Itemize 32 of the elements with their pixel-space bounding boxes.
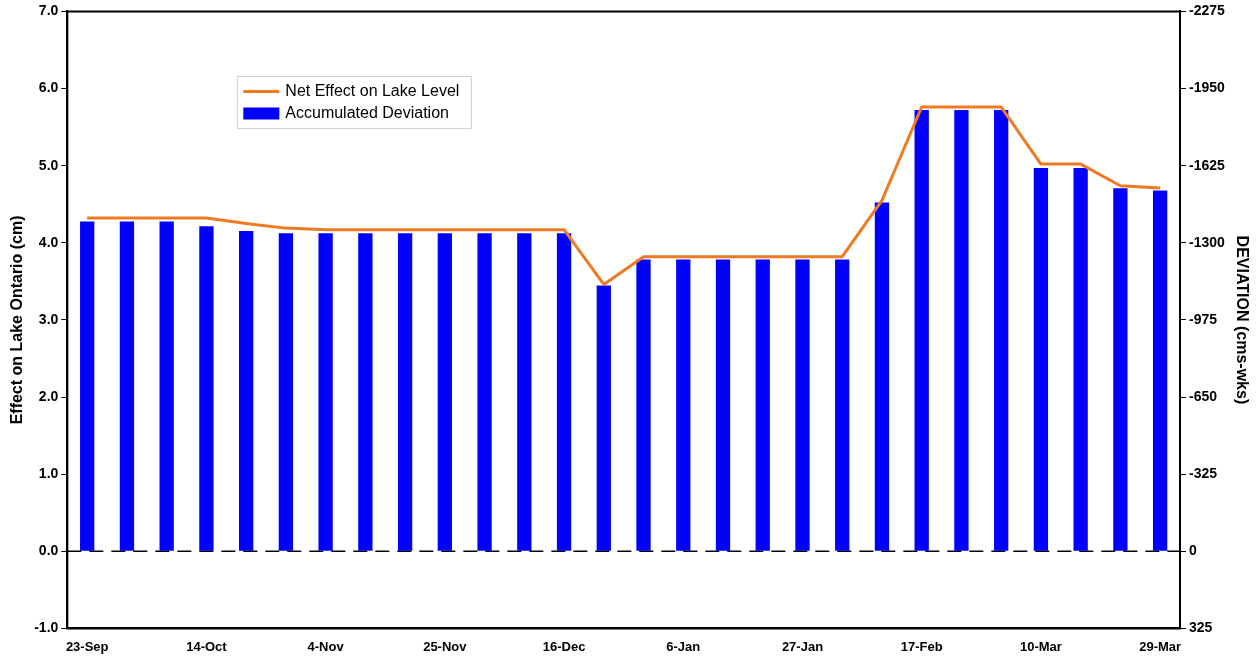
y-tick-label: 5.0 [38, 156, 59, 173]
x-tick-label: 14-Oct [186, 638, 228, 654]
y-tick-label: 7.0 [38, 2, 59, 19]
x-tick-label: 4-Nov [307, 638, 345, 654]
y-axis-title: Effect on Lake Ontario (cm) [8, 215, 26, 425]
x-tick-label: 27-Jan [781, 638, 824, 654]
x-tick-label: 25-Nov [423, 638, 468, 654]
y-tick-label: 0.0 [38, 542, 59, 559]
y-tick-label: 3.0 [38, 310, 59, 327]
y2-tick-label: -975 [1188, 310, 1218, 327]
y-tick-label: 6.0 [38, 79, 59, 96]
x-tick-label: 16-Dec [542, 638, 586, 654]
y2-tick-label: -1950 [1188, 79, 1226, 96]
y-tick-label: 4.0 [38, 233, 59, 250]
x-tick-label: 29-Mar [1139, 638, 1182, 654]
y-tick-label: 2.0 [38, 387, 59, 404]
y2-tick-label: 325 [1188, 619, 1213, 636]
x-tick-label: 23-Sep [65, 638, 109, 654]
y2-tick-label: 0 [1188, 542, 1197, 559]
y2-axis-title: DEVIATION (cms-wks) [1233, 235, 1251, 405]
y2-tick-label: -1300 [1188, 233, 1226, 250]
x-tick-label: 10-Mar [1019, 638, 1062, 654]
y-tick-label: 1.0 [38, 465, 59, 482]
y2-tick-label: -2275 [1188, 2, 1226, 19]
legend-label: Accumulated Deviation [285, 103, 449, 121]
y-tick-label: -1.0 [34, 619, 59, 636]
y2-tick-label: -1625 [1188, 156, 1226, 173]
y2-tick-label: -650 [1188, 387, 1218, 404]
y2-tick-label: -325 [1188, 465, 1218, 482]
legend-label: Net Effect on Lake Level [285, 81, 460, 99]
x-tick-label: 6-Jan [666, 638, 701, 654]
x-tick-label: 17-Feb [900, 638, 943, 654]
